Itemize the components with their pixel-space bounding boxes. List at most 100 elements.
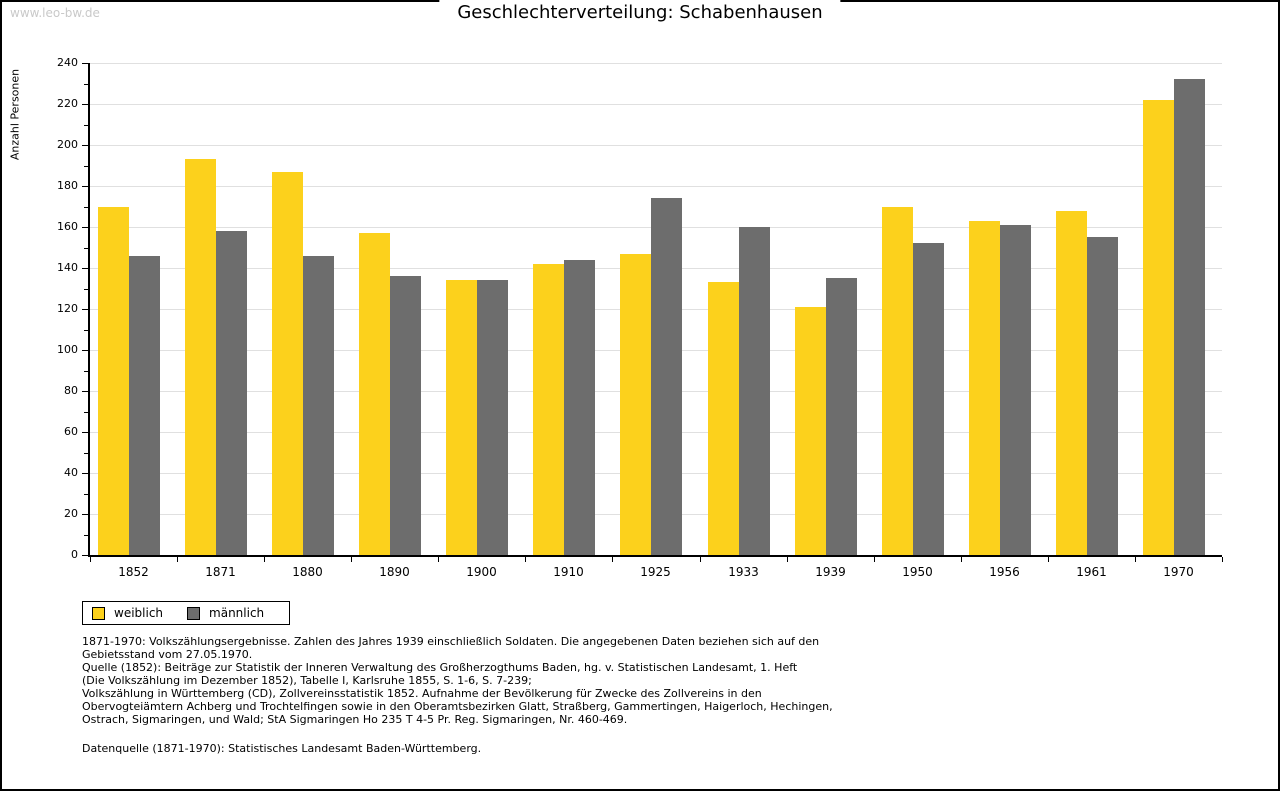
y-axis-minor-tick: [84, 247, 88, 249]
bar-männlich-1852: [129, 256, 160, 555]
bar-weiblich-1871: [185, 159, 216, 555]
y-axis-tick-label: 80: [64, 384, 78, 397]
y-axis-tick-label: 160: [57, 220, 78, 233]
bar-männlich-1961: [1087, 237, 1118, 555]
x-axis-label: 1933: [728, 565, 759, 579]
footnote-line: (Die Volkszählung im Dezember 1852), Tab…: [82, 674, 532, 687]
y-axis-minor-tick: [84, 534, 88, 536]
chart-title: Geschlechterverteilung: Schabenhausen: [439, 0, 841, 27]
y-axis-major-tick: [82, 145, 88, 146]
y-axis-minor-tick: [84, 493, 88, 495]
x-axis-tick: [264, 557, 265, 562]
footnotes-block: 1871-1970: Volkszählungsergebnisse. Zahl…: [82, 635, 833, 726]
bar-weiblich-1925: [620, 254, 651, 555]
y-axis-tick-label: 20: [64, 507, 78, 520]
bar-männlich-1939: [826, 278, 857, 555]
y-axis-tick-label: 240: [57, 56, 78, 69]
legend-entry-männlich: männlich: [187, 606, 264, 620]
y-axis-minor-tick: [84, 165, 88, 167]
legend-label: männlich: [209, 606, 265, 620]
bar-männlich-1956: [1000, 225, 1031, 555]
x-axis-label: 1950: [902, 565, 933, 579]
y-axis-tick-label: 0: [71, 548, 78, 561]
legend-entry-weiblich: weiblich: [92, 606, 163, 620]
watermark-leo-bw: www.leo-bw.de: [10, 6, 100, 20]
bar-chart-plot: 0 20 40 60 80 100 120 140 160 180 200 220 240 1852 187…: [2, 2, 1280, 602]
y-axis-minor-tick: [84, 83, 88, 85]
y-axis-tick-label: 100: [57, 343, 78, 356]
x-axis-label: 1890: [379, 565, 410, 579]
x-axis-tick: [961, 557, 962, 562]
bar-männlich-1933: [739, 227, 770, 555]
x-axis-label: 1939: [815, 565, 846, 579]
y-axis-tick-label: 40: [64, 466, 78, 479]
legend-swatch-männlich: [187, 606, 201, 620]
bar-männlich-1871: [216, 231, 247, 555]
gridline: [90, 63, 1222, 64]
bar-weiblich-1970: [1143, 100, 1174, 555]
y-axis-minor-tick: [84, 124, 88, 126]
x-axis-tick: [438, 557, 439, 562]
bar-weiblich-1939: [795, 307, 826, 555]
y-axis-minor-tick: [84, 329, 88, 331]
footnote-line: Volkszählung in Württemberg (CD), Zollve…: [82, 687, 762, 700]
y-axis-major-tick: [82, 432, 88, 433]
y-axis-major-tick: [82, 63, 88, 64]
x-axis-label: 1852: [118, 565, 149, 579]
x-axis-tick: [612, 557, 613, 562]
y-axis-minor-tick: [84, 370, 88, 372]
footnote-line: Ostrach, Sigmaringen, und Wald; StA Sigm…: [82, 713, 628, 726]
x-axis-line: [88, 555, 1222, 557]
x-axis-tick: [700, 557, 701, 562]
y-axis-tick-label: 60: [64, 425, 78, 438]
bar-männlich-1890: [390, 276, 421, 555]
y-axis-tick-label: 180: [57, 179, 78, 192]
bar-weiblich-1900: [446, 280, 477, 555]
y-axis-minor-tick: [84, 452, 88, 454]
x-axis-label: 1961: [1076, 565, 1107, 579]
x-axis-tick: [525, 557, 526, 562]
bar-weiblich-1910: [533, 264, 564, 555]
x-axis-label: 1871: [205, 565, 236, 579]
footnote-line: Obervogteiämtern Achberg und Trochtelfin…: [82, 700, 833, 713]
x-axis-label: 1910: [553, 565, 584, 579]
x-axis-tick: [787, 557, 788, 562]
bar-männlich-1970: [1174, 79, 1205, 555]
x-axis-tick: [1048, 557, 1049, 562]
bar-männlich-1950: [913, 243, 944, 555]
y-axis-minor-tick: [84, 411, 88, 413]
gridline: [90, 104, 1222, 105]
x-axis-tick: [1135, 557, 1136, 562]
y-axis-tick-label: 120: [57, 302, 78, 315]
gridline: [90, 186, 1222, 187]
bar-männlich-1925: [651, 198, 682, 555]
footnote-line: Quelle (1852): Beiträge zur Statistik de…: [82, 661, 798, 674]
legend-swatch-weiblich: [92, 606, 105, 620]
y-axis-major-tick: [82, 555, 88, 556]
bar-weiblich-1880: [272, 172, 303, 555]
y-axis-major-tick: [82, 268, 88, 269]
x-axis-tick: [90, 557, 91, 562]
y-axis-line: [88, 63, 90, 557]
x-axis-tick: [351, 557, 352, 562]
y-axis-tick-label: 140: [57, 261, 78, 274]
x-axis-label: 1970: [1163, 565, 1194, 579]
y-axis-major-tick: [82, 104, 88, 105]
y-axis-major-tick: [82, 350, 88, 351]
datasource-line: Datenquelle (1871-1970): Statistisches L…: [82, 742, 482, 755]
y-axis-major-tick: [82, 514, 88, 515]
x-axis-label: 1956: [989, 565, 1020, 579]
bar-weiblich-1852: [98, 207, 129, 555]
bar-weiblich-1961: [1056, 211, 1087, 555]
x-axis-tick: [1222, 557, 1223, 562]
gridline: [90, 145, 1222, 146]
bar-weiblich-1933: [708, 282, 739, 555]
y-axis-major-tick: [82, 227, 88, 228]
y-axis-major-tick: [82, 186, 88, 187]
footnote-line: Gebietsstand vom 27.05.1970.: [82, 648, 253, 661]
x-axis-label: 1880: [292, 565, 323, 579]
y-axis-major-tick: [82, 309, 88, 310]
y-axis-minor-tick: [84, 206, 88, 208]
bar-männlich-1880: [303, 256, 334, 555]
